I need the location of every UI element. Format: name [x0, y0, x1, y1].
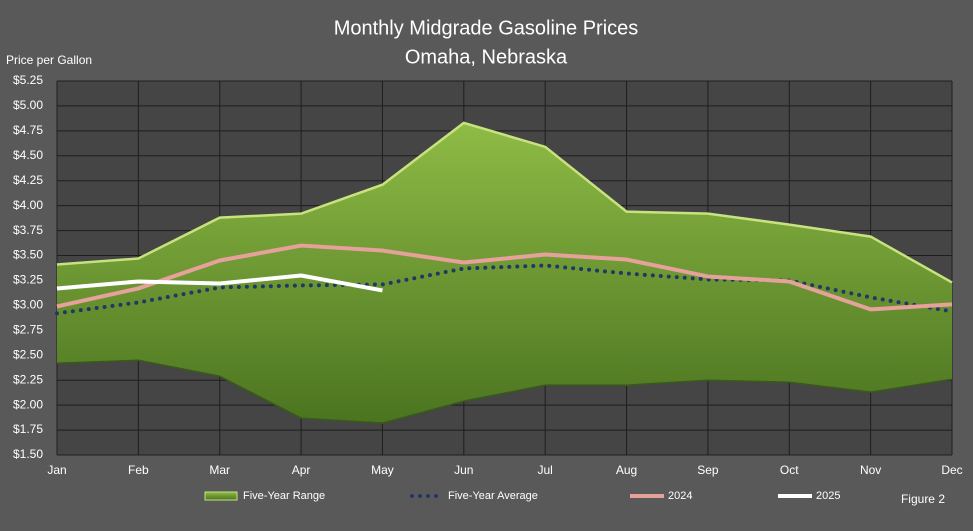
- y-tick-label: $2.50: [13, 347, 43, 361]
- legend-label: Five-Year Average: [448, 490, 538, 502]
- y-tick-label: $4.25: [13, 173, 43, 187]
- x-tick-label: Sep: [697, 463, 719, 477]
- y-tick-label: $2.75: [13, 323, 43, 337]
- x-tick-label: Aug: [616, 463, 637, 477]
- x-tick-label: May: [371, 463, 394, 477]
- y-tick-label: $4.00: [13, 198, 43, 212]
- y-tick-label: $2.25: [13, 372, 43, 386]
- y-tick-label: $4.50: [13, 148, 43, 162]
- series-line: [56, 243, 953, 312]
- y-tick-label: $4.75: [13, 123, 43, 137]
- chart-title: Monthly Midgrade Gasoline Prices: [334, 17, 639, 39]
- range-lower-edge: [56, 359, 953, 424]
- chart-subtitle: Omaha, Nebraska: [405, 46, 568, 68]
- y-axis-label: Price per Gallon: [6, 53, 92, 67]
- range-area: [57, 122, 952, 424]
- x-tick-label: Apr: [292, 463, 311, 477]
- y-tick-label: $1.75: [13, 422, 43, 436]
- y-tick-label: $1.50: [13, 447, 43, 461]
- x-tick-label: Feb: [128, 463, 149, 477]
- legend-label: 2025: [816, 490, 840, 502]
- x-tick-label: Jul: [538, 463, 553, 477]
- x-tick-label: Jan: [47, 463, 66, 477]
- legend-label: 2024: [668, 490, 692, 502]
- y-tick-label: $3.75: [13, 223, 43, 237]
- y-tick-label: $3.50: [13, 248, 43, 262]
- y-tick-label: $3.00: [13, 298, 43, 312]
- legend-swatch: [204, 491, 238, 501]
- range-upper-edge: [56, 121, 953, 284]
- x-tick-label: Jun: [454, 463, 473, 477]
- series-line: [55, 263, 954, 316]
- x-tick-label: Oct: [780, 463, 799, 477]
- y-tick-label: $3.25: [13, 273, 43, 287]
- annotation: Figure 2: [901, 492, 945, 506]
- y-tick-label: $2.00: [13, 397, 43, 411]
- series-line: [56, 273, 383, 293]
- x-tick-label: Mar: [209, 463, 230, 477]
- x-tick-label: Dec: [941, 463, 962, 477]
- y-tick-label: $5.00: [13, 98, 43, 112]
- y-tick-label: $5.25: [13, 73, 43, 87]
- x-tick-label: Nov: [860, 463, 881, 477]
- legend-label: Five-Year Range: [243, 490, 325, 502]
